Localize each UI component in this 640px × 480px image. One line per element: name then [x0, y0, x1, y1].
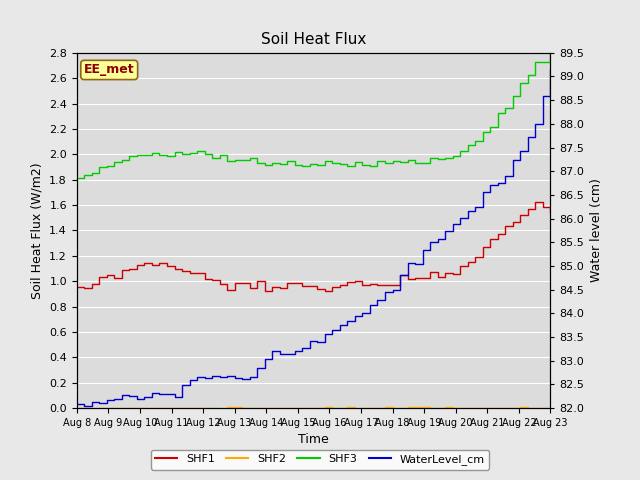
Y-axis label: Soil Heat Flux (W/m2): Soil Heat Flux (W/m2) — [31, 162, 44, 299]
Y-axis label: Water level (cm): Water level (cm) — [590, 179, 603, 282]
Text: EE_met: EE_met — [84, 63, 134, 76]
X-axis label: Time: Time — [298, 433, 329, 446]
Legend: SHF1, SHF2, SHF3, WaterLevel_cm: SHF1, SHF2, SHF3, WaterLevel_cm — [151, 450, 489, 469]
Title: Soil Heat Flux: Soil Heat Flux — [261, 33, 366, 48]
